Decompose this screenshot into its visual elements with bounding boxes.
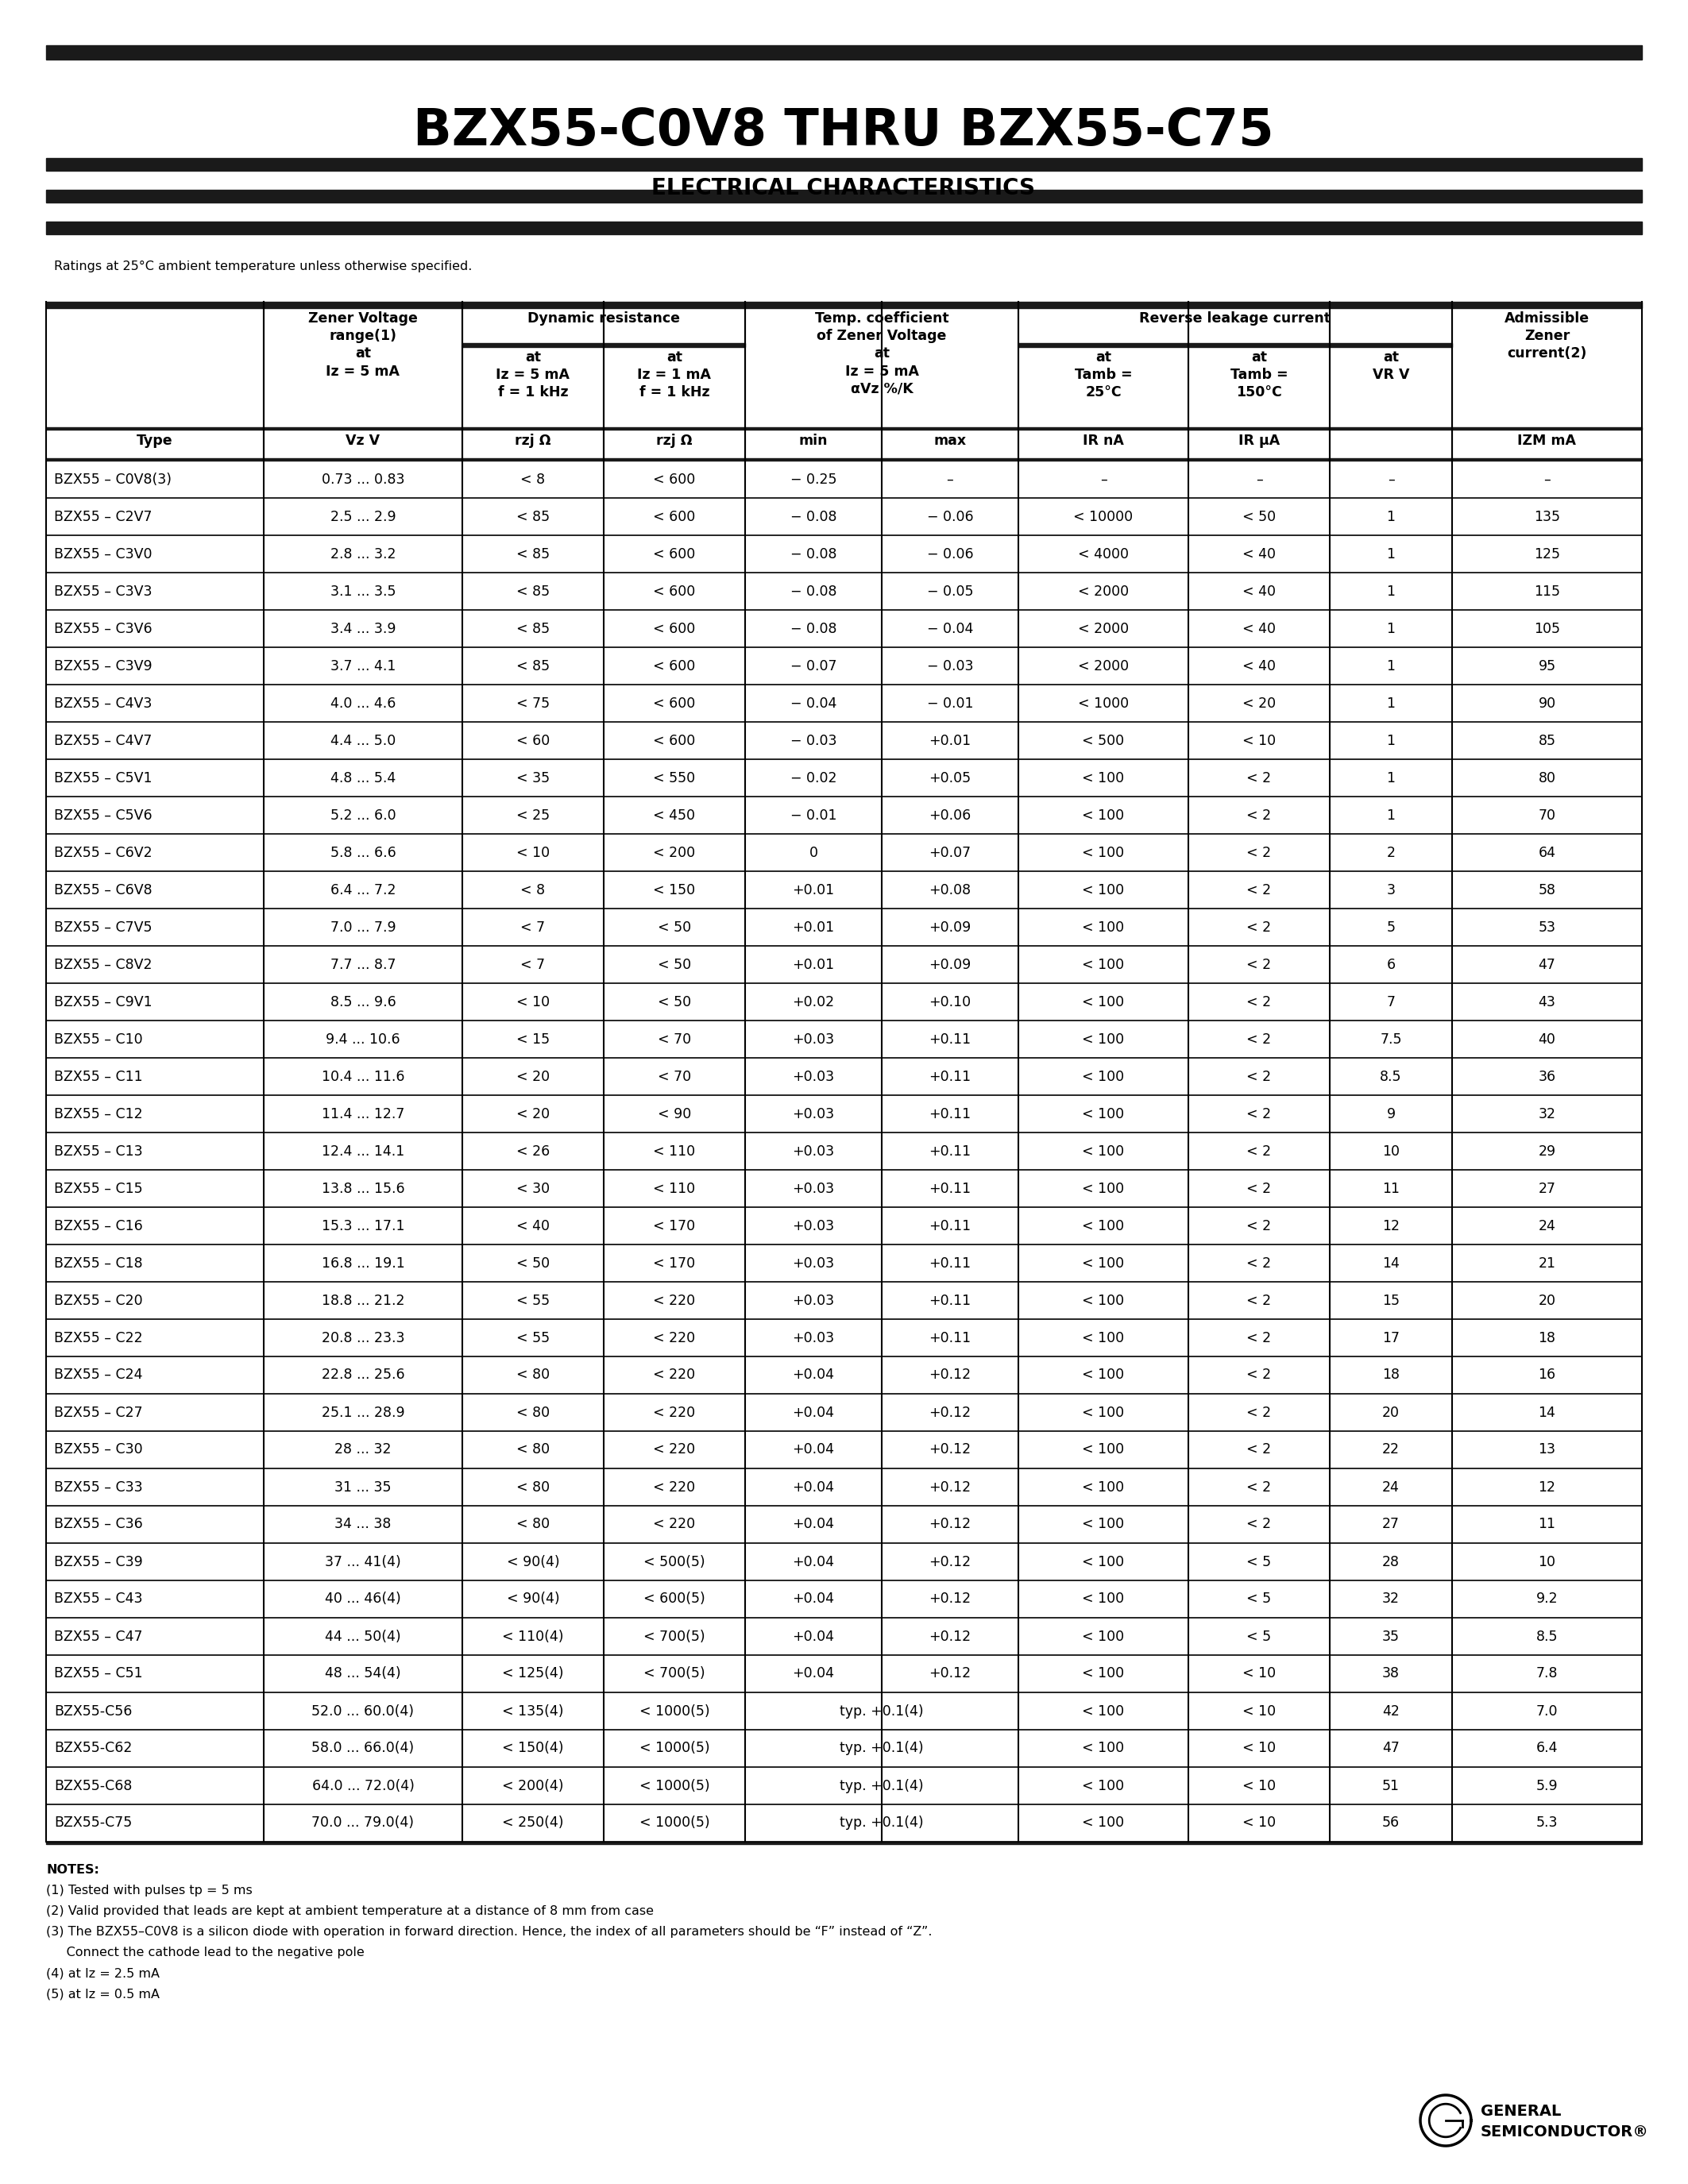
Text: 135: 135 xyxy=(1534,509,1560,524)
Text: < 220: < 220 xyxy=(653,1293,695,1308)
Text: 1: 1 xyxy=(1386,771,1396,784)
Text: 11.4 ... 12.7: 11.4 ... 12.7 xyxy=(321,1107,405,1120)
Text: 1: 1 xyxy=(1386,808,1396,823)
Text: 7: 7 xyxy=(1386,994,1396,1009)
Text: 8.5: 8.5 xyxy=(1536,1629,1558,1645)
Text: 0: 0 xyxy=(809,845,817,860)
Text: at
Iz = 5 mA
f = 1 kHz: at Iz = 5 mA f = 1 kHz xyxy=(496,349,571,400)
Text: < 100: < 100 xyxy=(1082,1481,1124,1494)
Text: +0.03: +0.03 xyxy=(792,1293,834,1308)
Text: 64: 64 xyxy=(1538,845,1556,860)
Text: < 100: < 100 xyxy=(1082,845,1124,860)
Text: rzj Ω: rzj Ω xyxy=(657,435,692,448)
Text: − 0.25: − 0.25 xyxy=(790,472,837,487)
Text: < 600(5): < 600(5) xyxy=(643,1592,706,1605)
Text: < 100: < 100 xyxy=(1082,1330,1124,1345)
Text: < 150(4): < 150(4) xyxy=(503,1741,564,1756)
Text: +0.07: +0.07 xyxy=(928,845,971,860)
Text: BZX55 – C33: BZX55 – C33 xyxy=(54,1481,143,1494)
Text: < 170: < 170 xyxy=(653,1256,695,1271)
Text: +0.04: +0.04 xyxy=(792,1367,834,1382)
Text: +0.03: +0.03 xyxy=(792,1219,834,1234)
Text: < 100: < 100 xyxy=(1082,957,1124,972)
Text: +0.03: +0.03 xyxy=(792,1070,834,1083)
Text: 10: 10 xyxy=(1382,1144,1399,1158)
Text: +0.03: +0.03 xyxy=(792,1144,834,1158)
Text: < 10: < 10 xyxy=(1242,1815,1276,1830)
Text: < 600: < 600 xyxy=(653,546,695,561)
Text: 7.7 ... 8.7: 7.7 ... 8.7 xyxy=(331,957,395,972)
Text: (5) at Iz = 0.5 mA: (5) at Iz = 0.5 mA xyxy=(46,1987,160,2001)
Text: 1: 1 xyxy=(1386,509,1396,524)
Text: typ. +0.1(4): typ. +0.1(4) xyxy=(841,1704,923,1719)
Text: BZX55 – C4V3: BZX55 – C4V3 xyxy=(54,697,152,710)
Text: BZX55-C75: BZX55-C75 xyxy=(54,1815,132,1830)
Text: < 2: < 2 xyxy=(1247,808,1271,823)
Text: < 100: < 100 xyxy=(1082,1182,1124,1195)
Text: < 100: < 100 xyxy=(1082,1778,1124,1793)
Text: 44 ... 50(4): 44 ... 50(4) xyxy=(326,1629,402,1645)
Text: Zener Voltage
range(1)
at
Iz = 5 mA: Zener Voltage range(1) at Iz = 5 mA xyxy=(309,312,419,378)
Text: < 500(5): < 500(5) xyxy=(643,1555,706,1568)
Text: < 2: < 2 xyxy=(1247,1367,1271,1382)
Text: BZX55 – C10: BZX55 – C10 xyxy=(54,1033,143,1046)
Text: < 1000(5): < 1000(5) xyxy=(640,1741,709,1756)
Text: < 2000: < 2000 xyxy=(1079,583,1129,598)
Text: < 55: < 55 xyxy=(517,1330,550,1345)
Text: < 10: < 10 xyxy=(517,845,550,860)
Text: 22.8 ... 25.6: 22.8 ... 25.6 xyxy=(321,1367,405,1382)
Text: < 600: < 600 xyxy=(653,622,695,636)
Text: 18.8 ... 21.2: 18.8 ... 21.2 xyxy=(321,1293,405,1308)
Text: 28 ... 32: 28 ... 32 xyxy=(334,1444,392,1457)
Text: +0.11: +0.11 xyxy=(928,1144,971,1158)
Text: < 200(4): < 200(4) xyxy=(503,1778,564,1793)
Text: 6.4: 6.4 xyxy=(1536,1741,1558,1756)
Text: IR μA: IR μA xyxy=(1239,435,1280,448)
Text: 13.8 ... 15.6: 13.8 ... 15.6 xyxy=(321,1182,405,1195)
Text: 20: 20 xyxy=(1382,1404,1399,1420)
Text: +0.01: +0.01 xyxy=(792,882,834,898)
Text: 5.9: 5.9 xyxy=(1536,1778,1558,1793)
Text: < 600: < 600 xyxy=(653,509,695,524)
Text: (2) Valid provided that leads are kept at ambient temperature at a distance of 8: (2) Valid provided that leads are kept a… xyxy=(46,1904,653,1918)
Bar xyxy=(46,301,1642,308)
Text: 1: 1 xyxy=(1386,546,1396,561)
Bar xyxy=(46,426,1642,430)
Text: BZX55-C62: BZX55-C62 xyxy=(54,1741,132,1756)
Text: IR nA: IR nA xyxy=(1082,435,1124,448)
Text: < 2000: < 2000 xyxy=(1079,660,1129,673)
Text: − 0.04: − 0.04 xyxy=(790,697,837,710)
Text: (4) at Iz = 2.5 mA: (4) at Iz = 2.5 mA xyxy=(46,1968,160,1979)
Text: 4.4 ... 5.0: 4.4 ... 5.0 xyxy=(331,734,395,747)
Text: 3.1 ... 3.5: 3.1 ... 3.5 xyxy=(331,583,395,598)
Text: < 26: < 26 xyxy=(517,1144,550,1158)
Text: < 5: < 5 xyxy=(1247,1592,1271,1605)
Text: 17: 17 xyxy=(1382,1330,1399,1345)
Text: < 40: < 40 xyxy=(1242,583,1276,598)
Text: 36: 36 xyxy=(1538,1070,1556,1083)
Text: − 0.07: − 0.07 xyxy=(790,660,837,673)
Text: < 100: < 100 xyxy=(1082,1070,1124,1083)
Text: < 100: < 100 xyxy=(1082,1815,1124,1830)
Text: +0.09: +0.09 xyxy=(928,957,971,972)
Text: 8.5: 8.5 xyxy=(1381,1070,1401,1083)
Text: < 5: < 5 xyxy=(1247,1555,1271,1568)
Text: < 20: < 20 xyxy=(517,1070,550,1083)
Text: < 220: < 220 xyxy=(653,1330,695,1345)
Text: < 150: < 150 xyxy=(653,882,695,898)
Text: < 50: < 50 xyxy=(517,1256,550,1271)
Text: < 30: < 30 xyxy=(517,1182,550,1195)
Text: Type: Type xyxy=(137,435,174,448)
Text: < 500: < 500 xyxy=(1082,734,1124,747)
Text: 35: 35 xyxy=(1382,1629,1399,1645)
Text: < 2: < 2 xyxy=(1247,1330,1271,1345)
Text: < 100: < 100 xyxy=(1082,1367,1124,1382)
Text: < 10: < 10 xyxy=(1242,1666,1276,1682)
Text: +0.04: +0.04 xyxy=(792,1444,834,1457)
Text: < 2: < 2 xyxy=(1247,1144,1271,1158)
Text: < 700(5): < 700(5) xyxy=(643,1666,706,1682)
Text: 105: 105 xyxy=(1534,622,1560,636)
Text: − 0.01: − 0.01 xyxy=(790,808,837,823)
Text: 70.0 ... 79.0(4): 70.0 ... 79.0(4) xyxy=(312,1815,414,1830)
Text: 95: 95 xyxy=(1538,660,1556,673)
